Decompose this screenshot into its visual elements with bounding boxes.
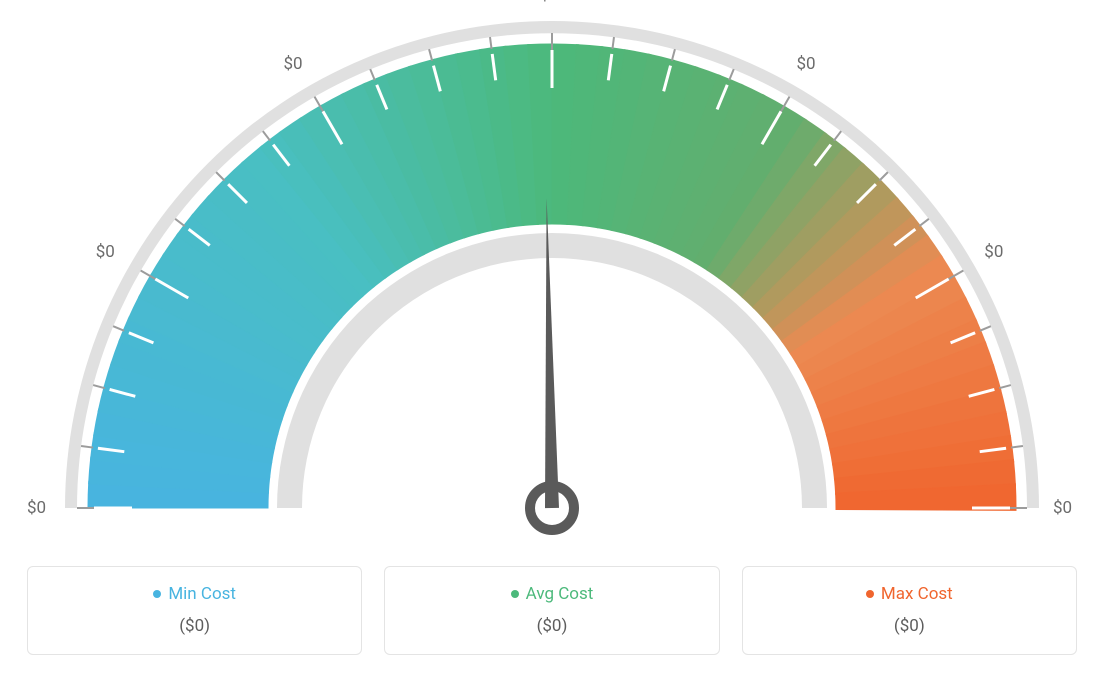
- legend-max-dot: [866, 590, 874, 598]
- legend-max-label: Max Cost: [881, 584, 953, 604]
- gauge-tick-label: $0: [27, 498, 46, 518]
- legend-min-dot: [153, 590, 161, 598]
- legend-avg-value: ($0): [385, 616, 718, 636]
- gauge-svg: [0, 0, 1104, 560]
- gauge-chart: $0 $0 $0 $0 $0 $0 $0: [0, 0, 1104, 560]
- legend-min-label: Min Cost: [168, 584, 236, 604]
- legend-avg-label: Avg Cost: [526, 584, 594, 604]
- legend-avg-title: Avg Cost: [511, 584, 594, 604]
- gauge-tick-label: $0: [284, 54, 303, 74]
- gauge-tick-label: $0: [1053, 498, 1072, 518]
- legend-row: Min Cost ($0) Avg Cost ($0) Max Cost ($0…: [27, 566, 1077, 655]
- gauge-tick-label: $0: [797, 54, 816, 74]
- legend-min-title: Min Cost: [153, 584, 236, 604]
- legend-max: Max Cost ($0): [742, 566, 1077, 655]
- legend-max-value: ($0): [743, 616, 1076, 636]
- gauge-tick-label: $0: [540, 0, 559, 5]
- gauge-tick-label: $0: [984, 242, 1003, 262]
- legend-avg-dot: [511, 590, 519, 598]
- legend-avg: Avg Cost ($0): [384, 566, 719, 655]
- gauge-tick-label: $0: [96, 242, 115, 262]
- legend-min-value: ($0): [28, 616, 361, 636]
- legend-min: Min Cost ($0): [27, 566, 362, 655]
- legend-max-title: Max Cost: [866, 584, 953, 604]
